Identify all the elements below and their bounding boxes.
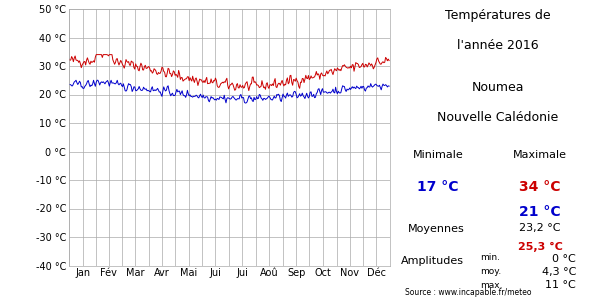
Text: Minimale: Minimale	[413, 150, 463, 160]
Text: Maximale: Maximale	[513, 150, 567, 160]
Text: max.: max.	[480, 280, 503, 290]
Text: 4,3 °C: 4,3 °C	[542, 267, 576, 277]
Text: Noumea: Noumea	[472, 81, 524, 94]
Text: 21 °C: 21 °C	[519, 206, 561, 220]
Text: moy.: moy.	[480, 267, 501, 276]
Text: 25,3 °C: 25,3 °C	[518, 242, 562, 252]
Text: 17 °C: 17 °C	[417, 180, 459, 194]
Text: Source : www.incapable.fr/meteo: Source : www.incapable.fr/meteo	[405, 288, 531, 297]
Text: min.: min.	[480, 254, 500, 262]
Text: Températures de: Températures de	[445, 9, 551, 22]
Text: 23,2 °C: 23,2 °C	[519, 224, 561, 233]
Text: Amplitudes: Amplitudes	[401, 256, 464, 266]
Text: Nouvelle Calédonie: Nouvelle Calédonie	[437, 111, 559, 124]
Text: 34 °C: 34 °C	[519, 180, 561, 194]
Text: 0 °C: 0 °C	[552, 254, 576, 263]
Text: 11 °C: 11 °C	[545, 280, 576, 290]
Text: Moyennes: Moyennes	[408, 224, 465, 233]
Text: l'année 2016: l'année 2016	[457, 39, 539, 52]
